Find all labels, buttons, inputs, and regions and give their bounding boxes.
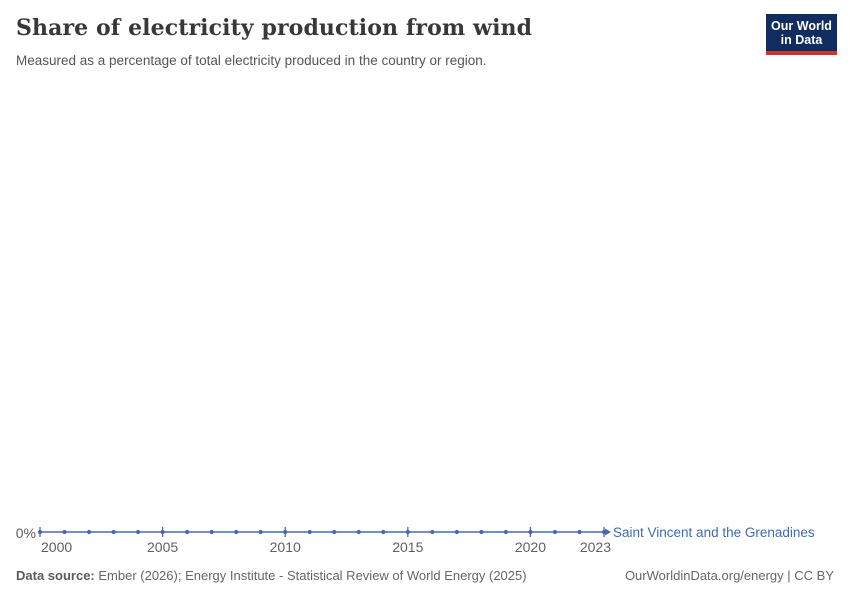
y-axis-tick-label: 0% — [15, 525, 36, 541]
series-label[interactable]: Saint Vincent and the Grenadines — [613, 525, 815, 540]
x-axis: 2000 2005 2010 2015 2020 2023 — [0, 539, 850, 559]
chart-title: Share of electricity production from win… — [16, 15, 533, 41]
x-tick-label: 2020 — [514, 539, 546, 555]
data-source-text: Ember (2026); Energy Institute - Statist… — [94, 568, 527, 583]
footer-link[interactable]: OurWorldinData.org/energy | CC BY — [624, 568, 834, 583]
line-series[interactable] — [0, 502, 850, 548]
owid-logo-line2: in Data — [780, 32, 823, 47]
chart-subtitle: Measured as a percentage of total electr… — [16, 53, 487, 68]
owid-logo[interactable]: Our World in Data — [766, 14, 837, 51]
owid-logo-accent-bar — [766, 51, 837, 55]
x-tick-label: 2010 — [269, 539, 301, 555]
x-tick-label: 2005 — [147, 539, 179, 555]
data-source-note: Data source: Ember (2026); Energy Instit… — [16, 568, 527, 584]
plot-area: 0% Saint Vincent and the Grenadines 2000… — [0, 90, 850, 560]
owid-logo-line1: Our World — [771, 18, 832, 33]
data-source-label: Data source: — [16, 568, 95, 583]
footer: Data source: Ember (2026); Energy Instit… — [16, 568, 834, 584]
x-tick-label: 2023 — [579, 539, 611, 555]
x-tick-label: 2000 — [41, 539, 73, 555]
x-tick-label: 2015 — [392, 539, 424, 555]
